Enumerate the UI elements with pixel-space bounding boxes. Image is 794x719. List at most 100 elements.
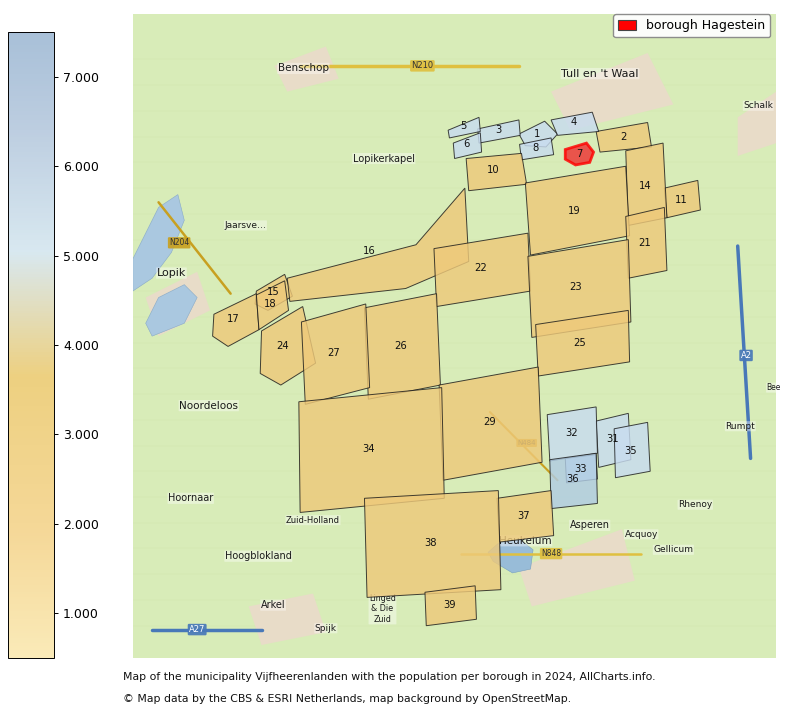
Text: Zuid-Holland: Zuid-Holland [286, 516, 340, 525]
Polygon shape [551, 112, 599, 135]
Text: 6: 6 [464, 139, 470, 150]
Text: Rhenoy: Rhenoy [678, 500, 712, 509]
Polygon shape [596, 122, 652, 152]
Polygon shape [478, 120, 520, 143]
Text: Benschop: Benschop [278, 63, 329, 73]
Text: A27: A27 [189, 625, 206, 634]
Polygon shape [536, 311, 630, 376]
Text: Lopik: Lopik [156, 268, 186, 278]
Text: 39: 39 [443, 600, 456, 610]
Text: Tull en 't Waal: Tull en 't Waal [561, 68, 638, 78]
Polygon shape [299, 388, 445, 513]
Text: N210: N210 [411, 61, 434, 70]
Text: Hoogblokland: Hoogblokland [225, 551, 291, 562]
Polygon shape [565, 454, 597, 483]
Polygon shape [364, 293, 441, 399]
Polygon shape [665, 180, 700, 218]
Polygon shape [256, 281, 288, 330]
Text: Bee: Bee [766, 383, 781, 392]
Text: 16: 16 [363, 246, 376, 256]
Polygon shape [364, 490, 501, 597]
Text: 35: 35 [625, 446, 638, 456]
Text: 27: 27 [327, 348, 340, 358]
Polygon shape [547, 407, 597, 461]
Polygon shape [302, 304, 370, 404]
Text: N484: N484 [518, 440, 536, 446]
Text: 19: 19 [568, 206, 580, 216]
Polygon shape [528, 239, 631, 337]
Polygon shape [425, 586, 476, 626]
Polygon shape [466, 153, 526, 191]
Polygon shape [275, 47, 339, 91]
Text: 21: 21 [638, 239, 651, 249]
Text: 34: 34 [362, 444, 375, 454]
Text: 36: 36 [566, 474, 579, 484]
Polygon shape [255, 275, 292, 311]
Text: 26: 26 [394, 342, 407, 352]
Text: 22: 22 [474, 263, 487, 273]
Text: Spijk: Spijk [315, 624, 337, 633]
Polygon shape [519, 122, 557, 147]
Text: 33: 33 [574, 464, 586, 474]
Text: Rumpt: Rumpt [726, 422, 755, 431]
Polygon shape [519, 138, 553, 160]
Polygon shape [434, 233, 530, 306]
Polygon shape [133, 195, 184, 291]
Text: Linged
& Die
Zuid: Linged & Die Zuid [369, 594, 396, 624]
Text: Schalk: Schalk [743, 101, 773, 110]
Polygon shape [249, 594, 326, 645]
Polygon shape [626, 143, 667, 226]
Polygon shape [439, 367, 542, 480]
Polygon shape [614, 422, 650, 477]
Polygon shape [596, 413, 631, 467]
Text: 25: 25 [573, 337, 586, 347]
Text: 7: 7 [576, 149, 583, 159]
Text: Heukelum: Heukelum [499, 536, 552, 546]
Text: 23: 23 [569, 283, 582, 292]
Polygon shape [145, 272, 210, 336]
Polygon shape [453, 133, 482, 158]
Text: 2: 2 [620, 132, 626, 142]
Polygon shape [549, 453, 597, 508]
Text: 4: 4 [570, 117, 576, 127]
Polygon shape [626, 208, 667, 278]
Text: N848: N848 [541, 549, 561, 558]
Polygon shape [519, 529, 634, 606]
Text: N204: N204 [169, 238, 189, 247]
Text: 8: 8 [533, 143, 539, 153]
Text: 11: 11 [676, 195, 688, 205]
Polygon shape [526, 166, 630, 255]
Text: Arkel: Arkel [260, 600, 285, 610]
Text: 29: 29 [483, 417, 495, 427]
Text: 32: 32 [565, 428, 578, 438]
Polygon shape [551, 53, 673, 130]
Text: 18: 18 [264, 299, 276, 309]
Polygon shape [565, 143, 594, 165]
Polygon shape [287, 188, 468, 301]
Polygon shape [213, 293, 259, 347]
Text: Jaarsve…: Jaarsve… [225, 221, 266, 230]
Text: A2: A2 [741, 351, 752, 360]
Text: 17: 17 [227, 314, 240, 324]
Text: 3: 3 [495, 125, 502, 135]
Text: Asperen: Asperen [570, 521, 610, 531]
Polygon shape [145, 285, 197, 336]
Text: 24: 24 [276, 342, 288, 352]
Text: 5: 5 [460, 122, 466, 132]
Text: Gellicum: Gellicum [653, 545, 693, 554]
Polygon shape [448, 117, 480, 138]
Text: 38: 38 [424, 539, 437, 549]
Text: 10: 10 [487, 165, 499, 175]
Legend: borough Hagestein: borough Hagestein [614, 14, 770, 37]
Text: 15: 15 [267, 288, 279, 298]
Text: Noordeloos: Noordeloos [179, 400, 238, 411]
Text: Hoornaar: Hoornaar [168, 493, 214, 503]
Polygon shape [497, 490, 553, 542]
Text: 31: 31 [607, 434, 619, 444]
Polygon shape [260, 306, 315, 385]
Text: © Map data by the CBS & ESRI Netherlands, map background by OpenStreetMap.: © Map data by the CBS & ESRI Netherlands… [123, 694, 571, 704]
Polygon shape [738, 91, 777, 156]
Text: 37: 37 [518, 511, 530, 521]
Text: Acquoy: Acquoy [625, 530, 658, 539]
Text: Map of the municipality Vijfheerenlanden with the population per borough in 2024: Map of the municipality Vijfheerenlanden… [123, 672, 656, 682]
